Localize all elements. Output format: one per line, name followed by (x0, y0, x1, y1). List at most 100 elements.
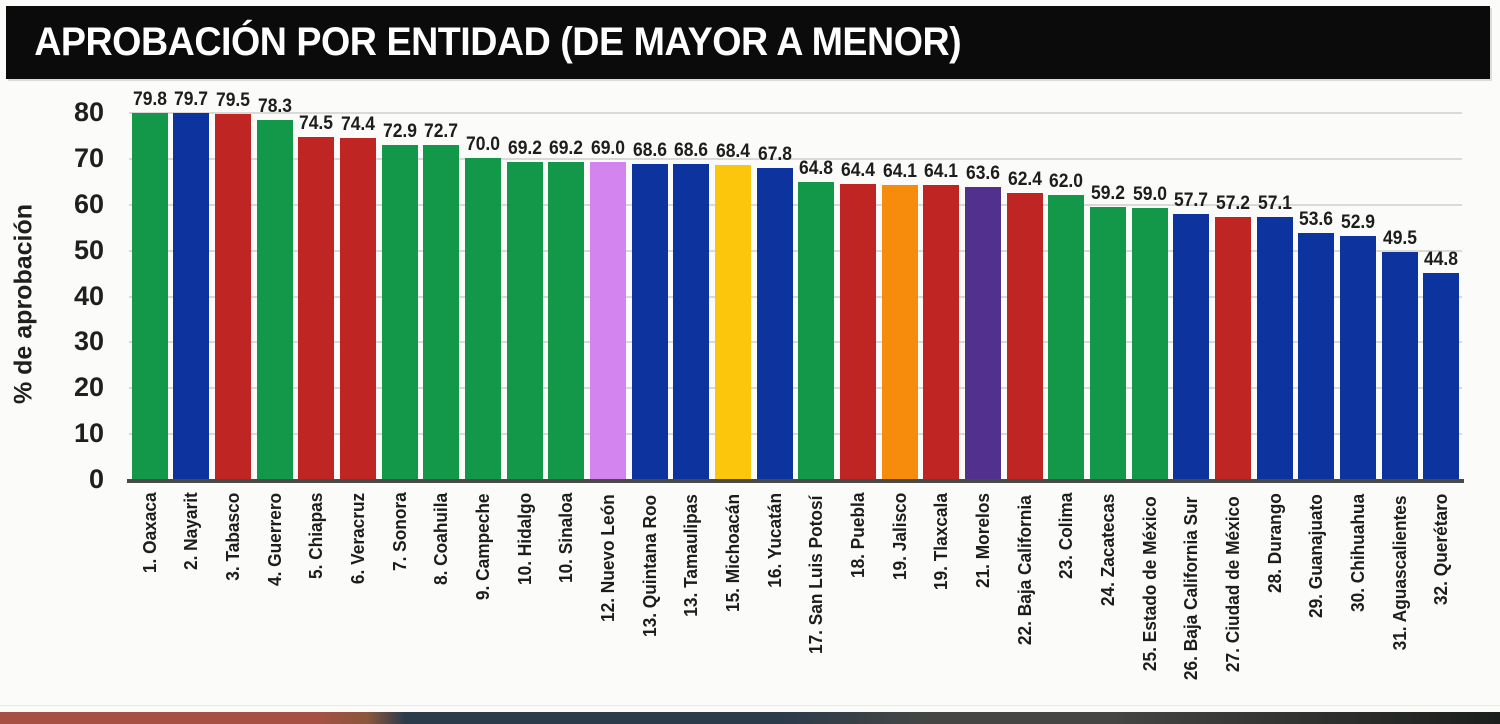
bar-value-label: 68.6 (674, 140, 709, 162)
x-axis-label: 16. Yucatán (764, 492, 785, 588)
bar-value-label: 57.2 (1215, 192, 1250, 214)
y-tick-label-80: 80 (73, 97, 104, 127)
x-axis-label: 31. Aguascalientes (1389, 495, 1410, 651)
x-axis-label: 13. Tamaulipas (681, 494, 702, 617)
bar-value-label: 62.4 (1007, 168, 1042, 190)
bar-28. Durango (1256, 217, 1293, 479)
bar-value-label: 49.5 (1382, 227, 1417, 249)
gridline-70 (129, 157, 1462, 160)
bar-value-label: 74.5 (299, 113, 334, 135)
bar-value-label: 69.2 (549, 137, 584, 159)
bar-value-label: 64.1 (882, 160, 917, 182)
bar-1. Oaxaca (131, 112, 168, 479)
bar-12. Nuevo León (590, 162, 627, 479)
bar-8. Coahuila (423, 145, 460, 479)
bar-value-label: 79.8 (132, 88, 167, 110)
x-axis-label: 27. Ciudad de México (1222, 496, 1243, 673)
x-axis-label: 8. Coahuila (431, 492, 452, 586)
gridline-60 (129, 203, 1462, 206)
bar-value-label: 69.2 (507, 137, 542, 159)
bar-15. Michoacán (715, 165, 752, 479)
bar-value-label: 62.0 (1049, 170, 1084, 192)
bar-value-label: 69.0 (591, 138, 626, 160)
bottom-strip (0, 712, 1500, 724)
bar-value-label: 78.3 (257, 95, 292, 117)
x-axis-label: 4. Guerrero (264, 492, 285, 587)
bar-9. Campeche (465, 157, 502, 479)
bar-7. Sonora (381, 144, 418, 479)
bar-6. Veracruz (340, 137, 377, 479)
x-axis-label: 22. Baja California (1014, 495, 1035, 646)
bar-24. Zacatecas (1089, 207, 1126, 479)
x-axis-label: 6. Veracruz (348, 492, 369, 585)
x-axis-label: 21. Morelos (972, 492, 993, 589)
y-tick-label-40: 40 (73, 280, 104, 311)
bar-value-label: 72.9 (382, 120, 417, 142)
bar-13. Quintana Roo (631, 164, 668, 479)
y-tick-label-10: 10 (73, 418, 104, 449)
x-axis-label: 32. Querétaro (1431, 493, 1452, 606)
bar-value-label: 79.7 (174, 89, 209, 111)
gridline-80 (129, 112, 1462, 114)
bar-25. Estado de México (1131, 208, 1168, 479)
x-axis-line (127, 479, 1464, 483)
bar-29. Guanajuato (1298, 233, 1335, 479)
x-axis-label: 5. Chiapas (306, 492, 327, 580)
bar-21. Morelos (964, 187, 1001, 479)
y-tick-label-60: 60 (73, 188, 104, 219)
bar-value-label: 64.4 (840, 159, 875, 181)
bar-23. Colima (1048, 194, 1085, 479)
bar-16. Yucatán (756, 167, 793, 479)
x-axis-label: 24. Zacatecas (1097, 493, 1118, 607)
x-axis-label: 23. Colima (1056, 492, 1077, 580)
x-axis-label: 17. San Luis Potosí (806, 495, 827, 655)
bar-value-label: 68.4 (715, 141, 751, 163)
bar-22. Baja California (1006, 192, 1043, 479)
bar-18. Puebla (839, 183, 876, 479)
x-axis-label: 7. Sonora (389, 492, 410, 572)
x-axis-label: 29. Guanajuato (1306, 494, 1327, 619)
gridline-30 (129, 341, 1462, 344)
bar-value-label: 64.8 (799, 157, 834, 179)
gridline-50 (129, 249, 1462, 252)
bar-value-label: 64.1 (924, 160, 959, 182)
bar-31. Aguascalientes (1381, 251, 1418, 479)
bar-5. Chiapas (298, 137, 335, 479)
x-axis-label: 28. Durango (1264, 493, 1285, 594)
bar-value-label: 52.9 (1340, 212, 1375, 234)
bar-value-label: 57.7 (1174, 190, 1209, 212)
x-axis-label: 30. Chihuahua (1347, 493, 1368, 613)
title-bar: APROBACIÓN POR ENTIDAD (DE MAYOR A MENOR… (6, 6, 1490, 79)
x-axis-label: 9. Campeche (473, 493, 494, 601)
y-tick-label-30: 30 (73, 326, 104, 357)
x-axis-label: 12. Nuevo León (598, 494, 619, 623)
bar-value-label: 79.5 (216, 90, 251, 112)
bar-value-label: 63.6 (965, 163, 1000, 185)
bar-3. Tabasco (215, 114, 252, 479)
x-axis-label: 2. Nayarit (181, 492, 202, 571)
bar-value-label: 59.2 (1090, 183, 1125, 205)
bar-26. Baja California Sur (1173, 214, 1210, 479)
bar-13. Tamaulipas (673, 164, 710, 479)
x-axis-label: 15. Michoacán (723, 493, 744, 613)
card-edge-divider (0, 705, 1500, 706)
approval-bar-chart: 0 10 20 30 40 50 60 70 80 % de aprobación 79.8 79… (0, 79, 1500, 704)
bar-19. Tlaxcala (923, 184, 960, 479)
bar-10. Sinaloa (548, 161, 585, 479)
gridline-10 (129, 433, 1462, 436)
y-tick-label-50: 50 (73, 234, 104, 265)
x-axis-label: 10. Hidalgo (514, 492, 535, 586)
y-tick-label-0: 0 (88, 464, 104, 494)
x-axis-label: 26. Baja California Sur (1181, 496, 1202, 681)
bar-4. Guerrero (256, 119, 293, 479)
bar-value-label: 74.4 (341, 113, 376, 135)
x-axis-label: 13. Quintana Roo (639, 494, 660, 638)
y-tick-label-20: 20 (73, 372, 104, 403)
bar-value-label: 72.7 (424, 121, 459, 143)
bar-value-label: 57.1 (1257, 193, 1292, 215)
x-axis-label: 3. Tabasco (223, 492, 244, 581)
bar-32. Querétaro (1423, 273, 1460, 479)
bar-value-label: 70.0 (466, 133, 501, 155)
bar-value-label: 44.8 (1424, 249, 1459, 271)
